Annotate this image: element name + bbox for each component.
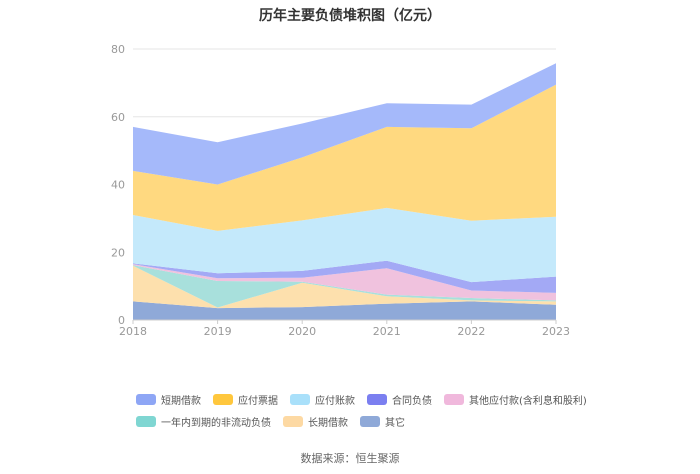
area-series-2: [133, 265, 556, 308]
y-tick-label: 20: [111, 246, 125, 259]
legend-item[interactable]: 其他应付款(含利息和股利): [444, 392, 587, 407]
legend-row-2: 一年内到期的非流动负债 长期借款 其它: [136, 410, 596, 432]
area-series-7: [133, 63, 556, 185]
legend-row-1: 短期借款 应付票据 应付账款 合同负债 其他应付款(含利息和股利): [136, 388, 596, 410]
legend-item[interactable]: 其它: [360, 414, 405, 429]
x-tick-label: 2021: [373, 325, 401, 338]
legend-label: 应付票据: [238, 395, 278, 407]
area-series-5: [133, 207, 556, 283]
legend-swatch: [290, 393, 310, 405]
legend-item[interactable]: 长期借款: [283, 414, 348, 429]
legend-swatch: [213, 393, 233, 405]
x-tick-label: 2020: [288, 325, 316, 338]
y-tick-label: 80: [111, 43, 125, 56]
area-series-1: [133, 265, 556, 309]
legend-item[interactable]: 短期借款: [136, 392, 201, 407]
legend-swatch: [136, 415, 156, 427]
legend-swatch: [360, 415, 380, 427]
legend-label: 一年内到期的非流动负债: [161, 417, 271, 429]
legend-label: 合同负债: [392, 395, 432, 407]
legend-swatch: [367, 393, 387, 405]
y-tick-label: 40: [111, 179, 125, 192]
legend-label: 应付账款: [315, 395, 355, 407]
axes: 0 20 40 60 80 2018 2019 2020 2021 2022 2023: [111, 43, 570, 338]
legend-item[interactable]: 一年内到期的非流动负债: [136, 414, 271, 429]
legend-swatch: [444, 393, 464, 405]
x-tick-label: 2019: [204, 325, 232, 338]
y-tick-label: 60: [111, 111, 125, 124]
legend-label: 短期借款: [161, 395, 201, 407]
x-tick-label: 2022: [457, 325, 485, 338]
area-series-4: [133, 260, 556, 293]
area-series-6: [133, 84, 556, 231]
legend-swatch: [136, 393, 156, 405]
legend-item[interactable]: 合同负债: [367, 392, 432, 407]
series-areas: [133, 63, 556, 320]
chart-title: 历年主要负债堆积图（亿元）: [259, 8, 441, 24]
legend-label: 其它: [385, 417, 405, 429]
area-series-0: [133, 301, 556, 320]
legend-item[interactable]: 应付账款: [290, 392, 355, 407]
x-tick-label: 2023: [542, 325, 570, 338]
data-source: 数据来源：恒生聚源: [300, 452, 400, 465]
x-tick-label: 2018: [119, 325, 147, 338]
legend-swatch: [283, 415, 303, 427]
legend-label: 其他应付款(含利息和股利): [469, 395, 587, 407]
legend-item[interactable]: 应付票据: [213, 392, 278, 407]
area-series-3: [133, 264, 556, 301]
legend: 短期借款 应付票据 应付账款 合同负债 其他应付款(含利息和股利) 一年内到期的非流动负…: [136, 388, 596, 432]
y-tick-label: 0: [118, 314, 125, 327]
legend-label: 长期借款: [308, 417, 348, 429]
